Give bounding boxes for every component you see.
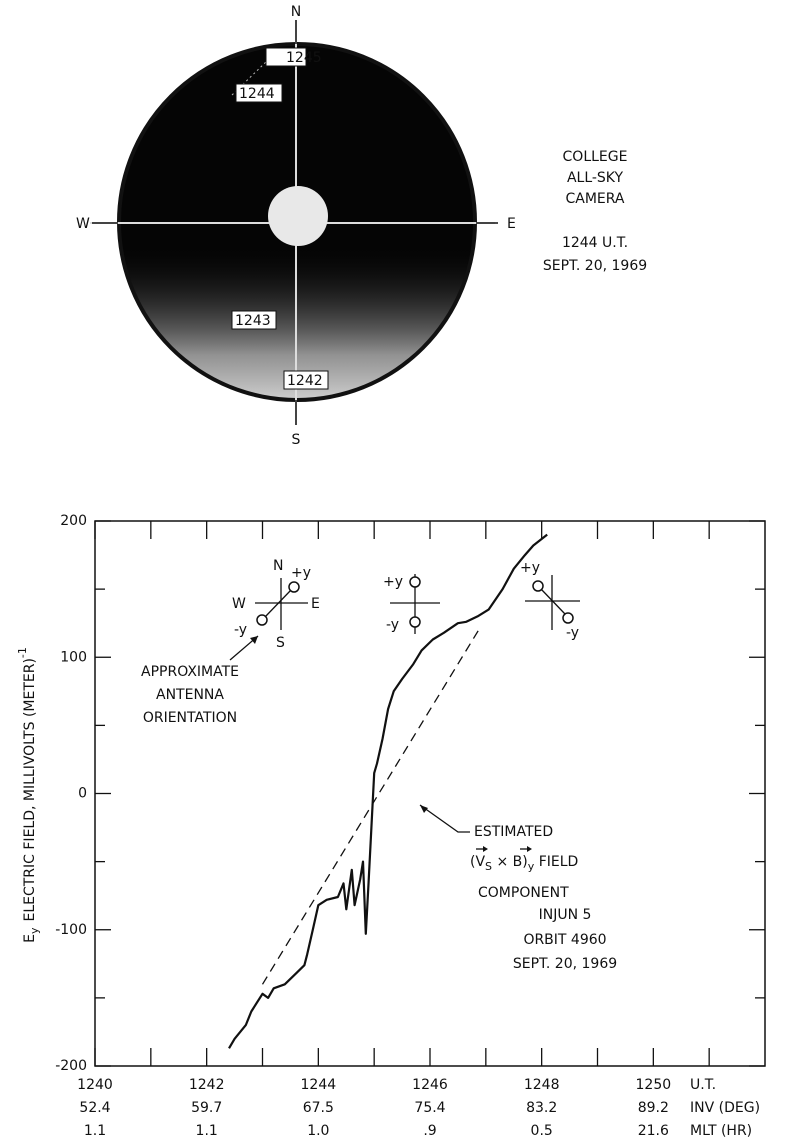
x-tick-label: 21.6 (638, 1123, 669, 1139)
y-symbol: E (22, 934, 38, 943)
caption-line: 1244 U.T. (562, 235, 628, 251)
annotation: COMPONENT (478, 885, 569, 901)
time-label: 1242 (287, 373, 323, 389)
time-label: 1243 (235, 313, 271, 329)
x-tick-label: 52.4 (79, 1100, 110, 1116)
x-tick-label: 1248 (524, 1077, 560, 1093)
y-tick-label: 100 (60, 649, 87, 665)
compass-west: W (76, 216, 90, 232)
antenna-label: +y (383, 574, 403, 590)
compass-east: E (507, 216, 516, 232)
y-superscript: -1 (16, 647, 29, 658)
annotation: INJUN 5 (539, 907, 592, 923)
compass-south: S (292, 432, 301, 448)
annotation: ESTIMATED (474, 824, 553, 840)
antenna-label: +y (291, 565, 311, 581)
y-tick-label: -200 (55, 1058, 87, 1074)
x-tick-label: 1.1 (196, 1123, 218, 1139)
x-axis-label: U.T. (690, 1077, 716, 1093)
figure: N S E W 1245 1244 1243 1242 COLLEGE ALL-… (0, 0, 791, 1139)
time-label: 1245 (286, 50, 322, 66)
formula-part: S (485, 860, 492, 873)
x-row-name: INV (DEG) (690, 1100, 760, 1116)
caption-line: SEPT. 20, 1969 (543, 258, 647, 274)
caption-line: CAMERA (565, 191, 624, 207)
annotation: APPROXIMATE (141, 664, 239, 680)
antenna-label: +y (520, 560, 540, 576)
x-tick-label: 89.2 (638, 1100, 669, 1116)
x-tick-label: 75.4 (414, 1100, 445, 1116)
antenna-label: -y (386, 617, 399, 633)
x-tick-label: 1.1 (84, 1123, 106, 1139)
antenna-diagrams (230, 574, 580, 832)
caption-line: COLLEGE (563, 149, 628, 165)
estimate-line (263, 627, 481, 984)
x-tick-label: 1244 (301, 1077, 337, 1093)
y-subscript: y (28, 927, 41, 934)
antenna-label: W (232, 596, 246, 612)
annotation: ORBIT 4960 (523, 932, 606, 948)
annotation: ANTENNA (156, 687, 224, 703)
sky-image (90, 20, 498, 425)
x-row-name: MLT (HR) (690, 1123, 752, 1139)
x-tick-label: 1242 (189, 1077, 225, 1093)
antenna-label: -y (566, 625, 579, 641)
annotation-formula: (VS × B)y FIELD (470, 854, 578, 873)
antenna-label: S (276, 635, 285, 651)
x-tick-label: 59.7 (191, 1100, 222, 1116)
x-tick-label: 1250 (636, 1077, 672, 1093)
y-tick-label: -100 (55, 922, 87, 938)
antenna-label: E (311, 596, 320, 612)
y-tick-label: 0 (78, 786, 87, 802)
compass-north: N (291, 4, 301, 20)
x-tick-label: 83.2 (526, 1100, 557, 1116)
formula-part: V (475, 854, 485, 870)
time-label: 1244 (239, 86, 275, 102)
antenna-label: N (273, 558, 283, 574)
y-text: ELECTRIC FIELD, MILLIVOLTS (METER) (22, 658, 38, 921)
y-axis-label: Ey ELECTRIC FIELD, MILLIVOLTS (METER)-1 (16, 647, 41, 943)
caption-line: ALL-SKY (567, 170, 624, 186)
x-tick-label: 0.5 (531, 1123, 553, 1139)
formula-part: B (513, 854, 523, 870)
annotation: ORIENTATION (143, 710, 237, 726)
annotation: SEPT. 20, 1969 (513, 956, 617, 972)
x-tick-label: 1.0 (307, 1123, 329, 1139)
y-tick-label: 200 (60, 513, 87, 529)
antenna-label: -y (234, 622, 247, 638)
formula-part: FIELD (534, 854, 578, 870)
data-line (229, 535, 547, 1049)
x-tick-label: .9 (423, 1123, 436, 1139)
vector-arrows (476, 846, 532, 852)
x-tick-label: 1246 (412, 1077, 448, 1093)
x-tick-label: 1240 (77, 1077, 113, 1093)
x-tick-label: 67.5 (303, 1100, 334, 1116)
formula-part: × (492, 854, 513, 870)
